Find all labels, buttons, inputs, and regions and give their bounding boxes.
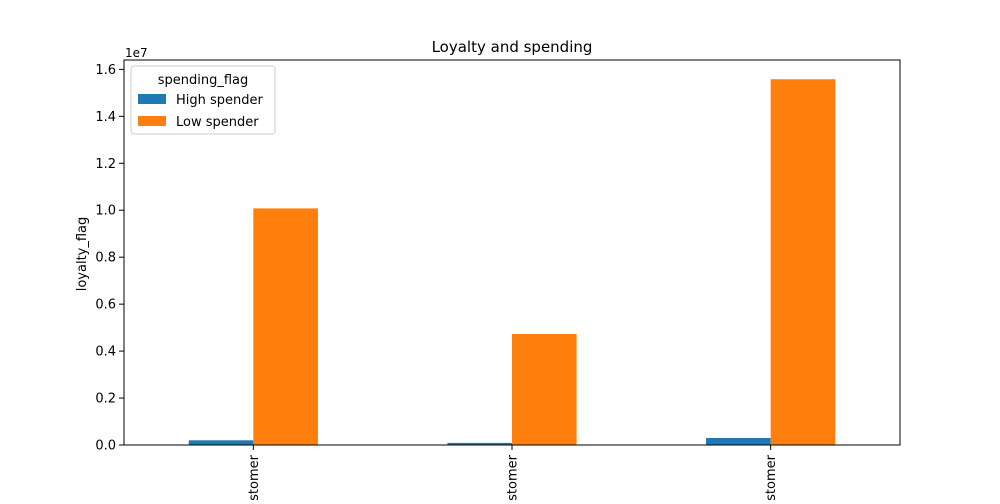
bar-high-spender-2: [706, 437, 771, 445]
legend-swatch-low-spender: [138, 116, 166, 126]
bar-high-spender-0: [188, 440, 254, 445]
y-axis-offset-text: 1e7: [125, 46, 148, 60]
y-tick-label: 1.6: [95, 63, 116, 78]
bar-high-spender-1: [447, 442, 512, 445]
y-tick-label: 0.0: [95, 439, 116, 454]
legend-label-high-spender: High spender: [176, 93, 264, 108]
legend-box: [130, 65, 276, 135]
plot-frame: [123, 59, 901, 446]
y-tick-label: 1.4: [95, 110, 116, 125]
x-tick-label: stomer: [247, 454, 262, 500]
y-tick-label: 0.8: [95, 251, 116, 266]
legend-swatch-high-spender: [138, 94, 166, 104]
y-axis-ticks: 0.0 0.2 0.4 0.6 0.8 1.0 1.2 1.4 1.6: [95, 63, 124, 454]
y-tick-label: 0.4: [95, 345, 116, 360]
y-tick-label: 0.2: [95, 392, 116, 407]
chart-title: Loyalty and spending: [432, 38, 593, 56]
y-tick-label: 0.6: [95, 298, 116, 313]
bar-low-spender-2: [770, 79, 836, 445]
legend-title: spending_flag: [158, 73, 249, 88]
y-tick-label: 1.2: [95, 157, 116, 172]
x-tick-label: stomer: [764, 454, 779, 500]
bars-layer: [188, 79, 836, 445]
bar-low-spender-0: [253, 208, 318, 445]
x-tick-label: stomer: [506, 454, 521, 500]
y-axis-label: loyalty_flag: [75, 217, 90, 292]
legend-label-low-spender: Low spender: [176, 115, 259, 130]
y-tick-label: 1.0: [95, 204, 116, 219]
x-axis-ticks: stomer stomer stomer: [247, 445, 779, 500]
bar-low-spender-1: [512, 333, 577, 445]
legend: spending_flag High spender Low spender: [130, 65, 276, 135]
